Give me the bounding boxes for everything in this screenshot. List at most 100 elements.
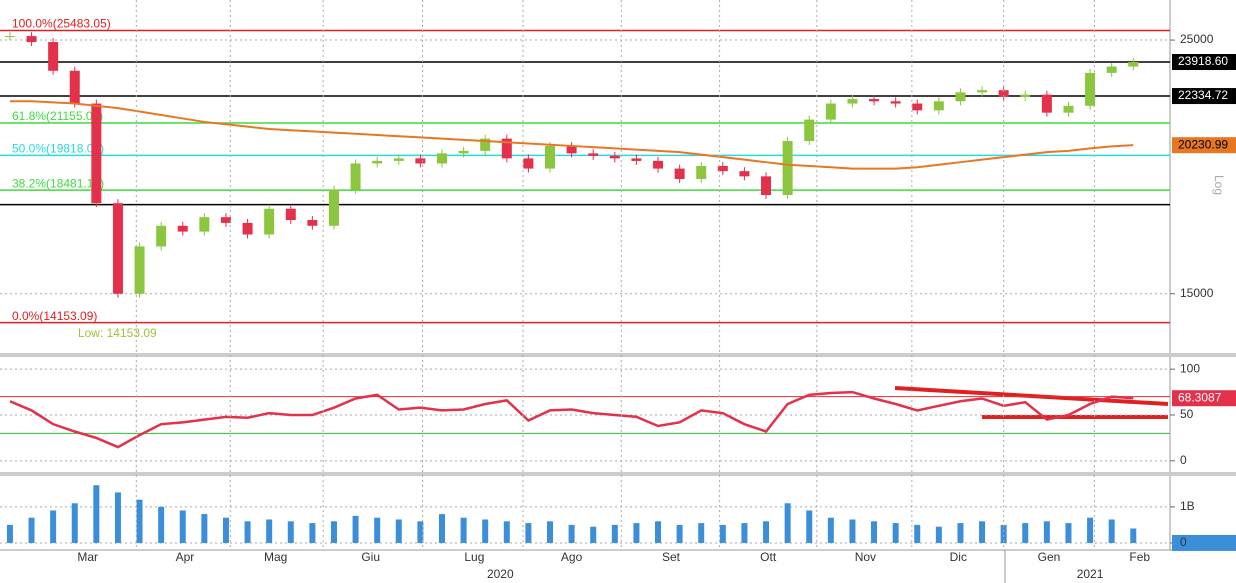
candle-body	[804, 119, 815, 142]
volume-bar	[482, 519, 489, 543]
candle-body	[890, 101, 901, 104]
level-label: 38.2%(18481.13)	[12, 176, 104, 190]
candle-body	[156, 225, 167, 247]
year-label: 2021	[1077, 567, 1104, 581]
candle-body	[1041, 94, 1052, 113]
candle-body	[199, 217, 210, 232]
volume-bar	[417, 521, 424, 543]
volume-bar	[1108, 519, 1115, 543]
candle-body	[1085, 72, 1096, 106]
volume-bar	[136, 499, 143, 543]
candle-body	[566, 145, 577, 154]
price-tag-label: 22334.72	[1178, 88, 1228, 102]
volume-bar	[547, 521, 554, 543]
price-tag	[1172, 88, 1236, 105]
volume-bar	[330, 521, 337, 543]
ma-tag-label: 20230.99	[1178, 137, 1228, 151]
volume-bar	[655, 521, 662, 543]
candle-body	[739, 171, 750, 177]
candle-body	[4, 36, 15, 38]
volume-bar	[352, 515, 359, 543]
candle-body	[1128, 62, 1139, 67]
x-tick-label: Apr	[176, 550, 195, 564]
candle-body	[998, 90, 1009, 97]
volume-bar	[158, 506, 165, 543]
level-label: 61.8%(21155.01)	[12, 109, 103, 123]
x-tick-label: Dic	[950, 550, 967, 564]
volume-bar	[806, 510, 813, 543]
volume-bar	[741, 523, 748, 543]
y-tick-label: 0	[1180, 453, 1187, 467]
volume-bar	[784, 503, 791, 543]
volume-bar	[1022, 523, 1029, 543]
y-tick-label: 15000	[1180, 286, 1214, 300]
volume-bar	[611, 524, 618, 543]
price-tag-label: 23918.60	[1178, 54, 1228, 68]
volume-bar	[6, 524, 13, 543]
level-label: 100.0%(25483.05)	[12, 17, 111, 31]
candle-body	[933, 101, 944, 111]
volume-bar	[1087, 517, 1094, 543]
candle-body	[825, 103, 836, 120]
candle-body	[307, 220, 318, 226]
panel-divider	[0, 353, 1236, 357]
candle-body	[588, 153, 599, 156]
candle-body	[458, 150, 469, 154]
tick-label-box	[1172, 534, 1236, 551]
volume-bar	[309, 523, 316, 543]
candle-body	[609, 155, 620, 159]
volume-bar	[71, 503, 78, 543]
candle-body	[696, 166, 707, 179]
volume-bar	[979, 521, 986, 543]
x-tick-label: Feb	[1129, 550, 1150, 564]
volume-bar	[719, 524, 726, 543]
candle-body	[350, 163, 361, 190]
panel-divider	[0, 472, 1236, 476]
volume-bar	[114, 492, 121, 543]
candle-body	[653, 160, 664, 169]
candle-body	[242, 222, 253, 235]
volume-bar	[1000, 524, 1007, 543]
x-tick-label: Set	[662, 550, 681, 564]
volume-bar	[914, 524, 921, 543]
volume-bar	[1065, 523, 1072, 543]
ma-tag	[1172, 137, 1236, 154]
volume-bar	[827, 517, 834, 543]
candle-body	[782, 141, 793, 195]
volume-bar	[287, 521, 294, 543]
candle-body	[1063, 105, 1074, 113]
candle-body	[264, 208, 275, 235]
candle-body	[285, 208, 296, 221]
volume-bar	[525, 523, 532, 543]
candle-body	[328, 189, 339, 226]
volume-bar	[244, 521, 251, 543]
candle-body	[91, 103, 102, 204]
volume-bar	[93, 485, 100, 543]
candle-body	[761, 176, 772, 195]
volume-bar	[957, 523, 964, 543]
candle-body	[523, 158, 534, 169]
volume-bar	[50, 510, 57, 543]
y-tick-label: 100	[1180, 361, 1200, 375]
volume-bar	[503, 521, 510, 543]
candle-body	[1106, 66, 1117, 73]
candle-body	[436, 153, 447, 164]
volume-bar	[374, 517, 381, 543]
volume-bar	[892, 523, 899, 543]
volume-bar	[676, 524, 683, 543]
volume-bar	[179, 510, 186, 543]
moving-average	[9, 100, 1134, 170]
candle-body	[372, 160, 383, 164]
x-tick-label: Ago	[561, 550, 583, 564]
y-tick-label: 0	[1180, 535, 1187, 549]
candle-body	[220, 217, 231, 223]
level-label: 0.0%(14153.09)	[12, 309, 97, 323]
rsi-line	[9, 390, 1134, 449]
candle-body	[112, 203, 123, 294]
candle-body	[26, 36, 37, 43]
trend-line	[894, 386, 1169, 406]
candle-body	[48, 42, 59, 71]
y-tick-label: 25000	[1180, 32, 1214, 46]
